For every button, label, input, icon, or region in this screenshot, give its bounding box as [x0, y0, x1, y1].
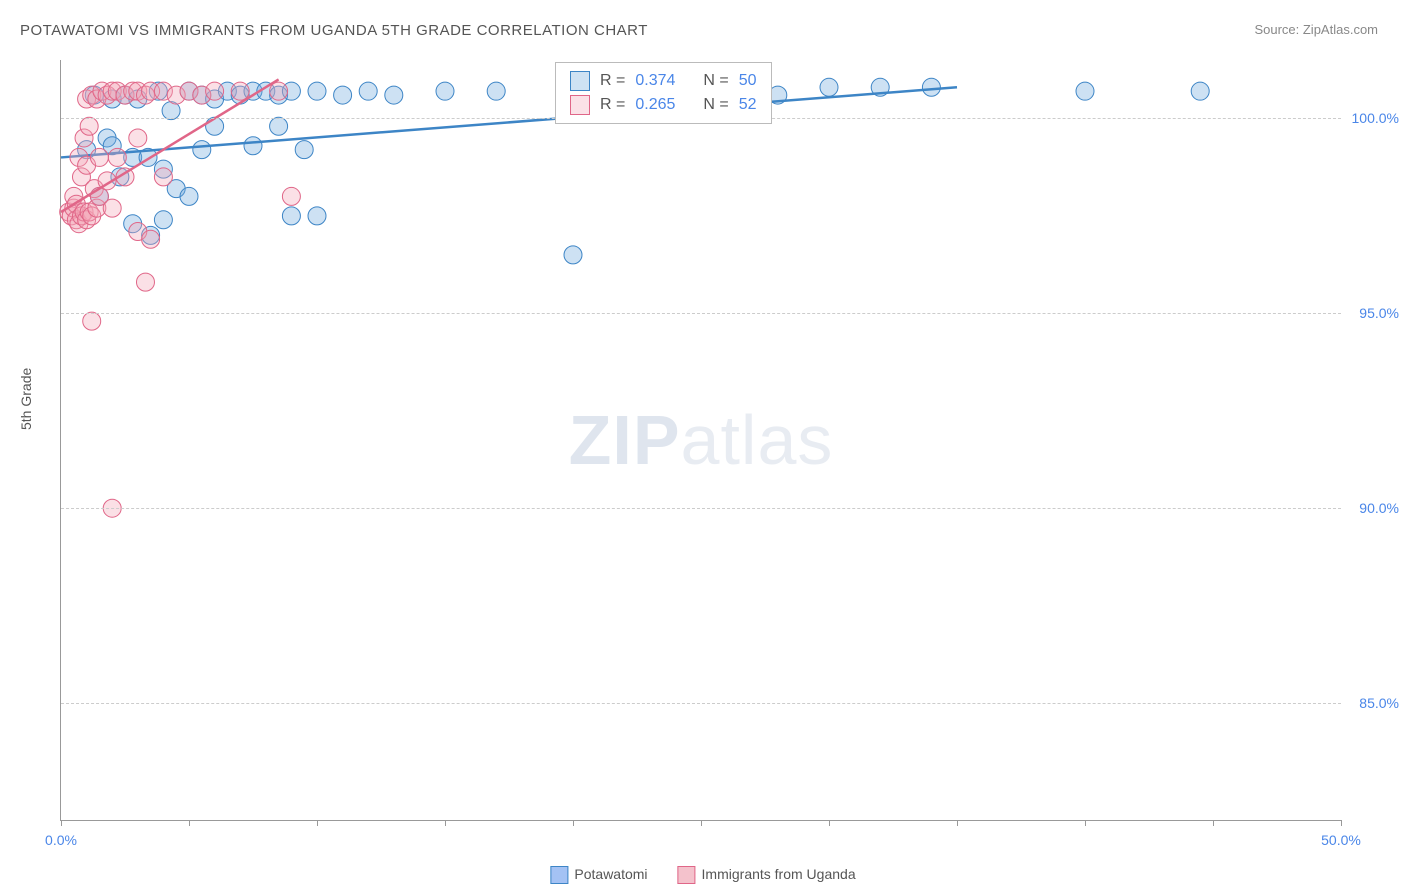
data-point: [180, 187, 198, 205]
data-point: [385, 86, 403, 104]
data-point: [193, 141, 211, 159]
x-tick: [317, 820, 318, 826]
data-point: [154, 168, 172, 186]
data-point: [231, 82, 249, 100]
n-value: 50: [739, 72, 757, 90]
data-point: [487, 82, 505, 100]
gridline: [61, 703, 1341, 704]
data-point: [103, 199, 121, 217]
n-value: 52: [739, 96, 757, 114]
legend-label: Potawatomi: [574, 866, 647, 882]
legend-swatch: [550, 866, 568, 884]
x-tick: [189, 820, 190, 826]
data-point: [108, 148, 126, 166]
data-point: [154, 211, 172, 229]
y-tick-label: 85.0%: [1359, 695, 1399, 711]
data-point: [820, 78, 838, 96]
data-point: [1076, 82, 1094, 100]
legend: Potawatomi Immigrants from Uganda: [550, 866, 855, 884]
data-point: [136, 273, 154, 291]
data-point: [282, 207, 300, 225]
legend-item: Potawatomi: [550, 866, 647, 884]
stats-row: R = 0.374 N = 50: [570, 69, 757, 93]
legend-item: Immigrants from Uganda: [678, 866, 856, 884]
legend-swatch: [678, 866, 696, 884]
y-tick-label: 90.0%: [1359, 500, 1399, 516]
series-swatch: [570, 71, 590, 91]
data-point: [142, 230, 160, 248]
x-tick: [61, 820, 62, 826]
y-tick-label: 100.0%: [1352, 110, 1399, 126]
x-tick-label: 0.0%: [45, 832, 77, 848]
data-point: [83, 312, 101, 330]
data-point: [206, 117, 224, 135]
data-point: [282, 187, 300, 205]
source-attribution: Source: ZipAtlas.com: [1254, 22, 1378, 37]
data-point: [564, 246, 582, 264]
series-swatch: [570, 95, 590, 115]
x-tick: [1085, 820, 1086, 826]
data-point: [436, 82, 454, 100]
x-tick: [701, 820, 702, 826]
data-point: [308, 207, 326, 225]
r-label: R =: [600, 72, 625, 90]
data-point: [270, 82, 288, 100]
n-label: N =: [703, 96, 728, 114]
r-value: 0.265: [635, 96, 675, 114]
chart-title: POTAWATOMI VS IMMIGRANTS FROM UGANDA 5TH…: [20, 22, 648, 39]
gridline: [61, 508, 1341, 509]
data-point: [90, 148, 108, 166]
stats-row: R = 0.265 N = 52: [570, 93, 757, 117]
data-point: [922, 78, 940, 96]
data-point: [129, 129, 147, 147]
x-tick: [957, 820, 958, 826]
data-point: [1191, 82, 1209, 100]
x-tick-label: 50.0%: [1321, 832, 1361, 848]
data-point: [270, 117, 288, 135]
y-axis-label: 5th Grade: [18, 368, 34, 430]
data-point: [206, 82, 224, 100]
x-tick: [1213, 820, 1214, 826]
data-point: [80, 117, 98, 135]
scatter-svg: [61, 60, 1341, 820]
data-point: [308, 82, 326, 100]
x-tick: [445, 820, 446, 826]
r-label: R =: [600, 96, 625, 114]
legend-label: Immigrants from Uganda: [702, 866, 856, 882]
n-label: N =: [703, 72, 728, 90]
x-tick: [573, 820, 574, 826]
data-point: [359, 82, 377, 100]
correlation-stats-box: R = 0.374 N = 50 R = 0.265 N = 52: [555, 62, 772, 124]
gridline: [61, 313, 1341, 314]
y-tick-label: 95.0%: [1359, 305, 1399, 321]
x-tick: [1341, 820, 1342, 826]
data-point: [244, 137, 262, 155]
data-point: [334, 86, 352, 104]
plot-area: ZIPatlas 85.0%90.0%95.0%100.0%0.0%50.0%: [60, 60, 1341, 821]
x-tick: [829, 820, 830, 826]
data-point: [295, 141, 313, 159]
r-value: 0.374: [635, 72, 675, 90]
